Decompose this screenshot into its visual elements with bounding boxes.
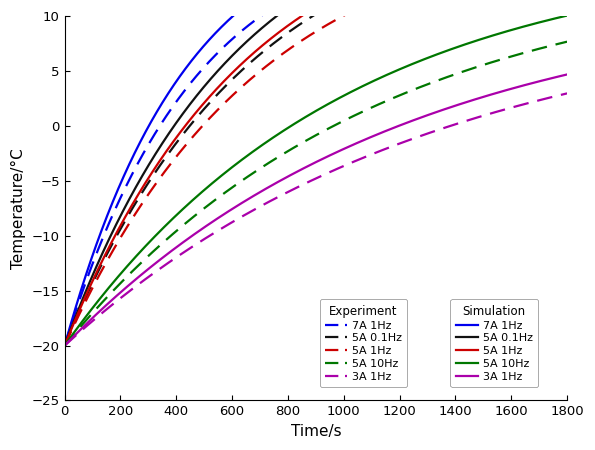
- X-axis label: Time/s: Time/s: [290, 424, 341, 439]
- Y-axis label: Temperature/°C: Temperature/°C: [11, 148, 26, 269]
- Legend: 7A 1Hz, 5A 0.1Hz, 5A 1Hz, 5A 10Hz, 3A 1Hz: 7A 1Hz, 5A 0.1Hz, 5A 1Hz, 5A 10Hz, 3A 1H…: [450, 299, 538, 387]
